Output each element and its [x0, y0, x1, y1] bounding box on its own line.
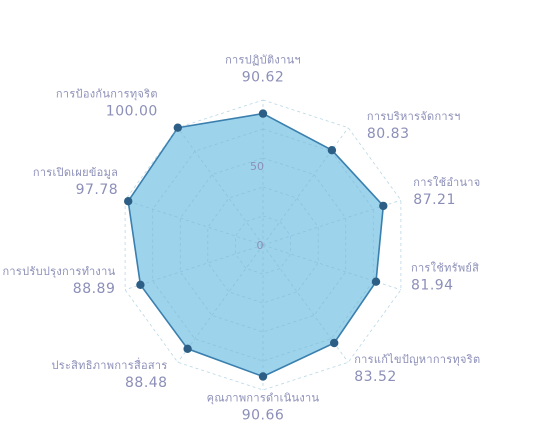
tick-label-0: 0 — [257, 239, 264, 252]
category-label-5: การแก้ไขปัญหาการทุจริต — [354, 353, 480, 366]
data-point-1 — [258, 109, 268, 118]
value-label-5: 83.52 — [354, 369, 397, 385]
category-label-2: การบริหารจัดการฯ — [367, 110, 461, 123]
data-point-4 — [371, 277, 381, 286]
value-label-2: 80.83 — [367, 126, 410, 142]
category-label-4: การใช้ทรัพย์สิ — [411, 262, 479, 275]
category-label-6: คุณภาพการดำเนินงาน — [207, 392, 320, 405]
spoke-8 — [124, 244, 264, 291]
data-point-7 — [183, 344, 192, 353]
category-label-3: การใช้อำนาจ — [413, 176, 480, 189]
data-point-2 — [327, 146, 337, 155]
value-label-10: 100.00 — [106, 104, 158, 120]
value-label-3: 87.21 — [413, 192, 456, 208]
spoke-9 — [124, 199, 264, 246]
data-point-9 — [124, 197, 133, 206]
category-label-9: การเปิดเผยข้อมูล — [33, 166, 118, 179]
grid-ring-5 — [124, 99, 402, 391]
category-label-10: การป้องกันการทุจริต — [56, 88, 158, 101]
value-label-9: 97.78 — [76, 182, 119, 198]
value-label-1: 90.62 — [242, 70, 285, 86]
data-point-10 — [173, 123, 182, 132]
category-label-1: การปฏิบัติงานฯ — [225, 54, 301, 67]
spoke-3 — [262, 199, 402, 246]
tick-label-50: 50 — [250, 160, 264, 173]
data-point-5 — [330, 338, 339, 348]
category-label-7: ประสิทธิภาพการสื่อสาร — [51, 357, 167, 372]
data-point-3 — [379, 201, 388, 211]
value-label-4: 81.94 — [411, 278, 454, 294]
spoke-7 — [177, 244, 264, 363]
value-label-6: 90.66 — [242, 408, 285, 424]
value-label-8: 88.89 — [73, 281, 116, 297]
data-point-8 — [136, 280, 145, 289]
data-point-6 — [258, 372, 268, 381]
value-label-7: 88.48 — [125, 375, 168, 391]
spoke-10 — [177, 127, 264, 246]
category-label-8: การปรับปรุงการทำงาน — [2, 265, 115, 278]
